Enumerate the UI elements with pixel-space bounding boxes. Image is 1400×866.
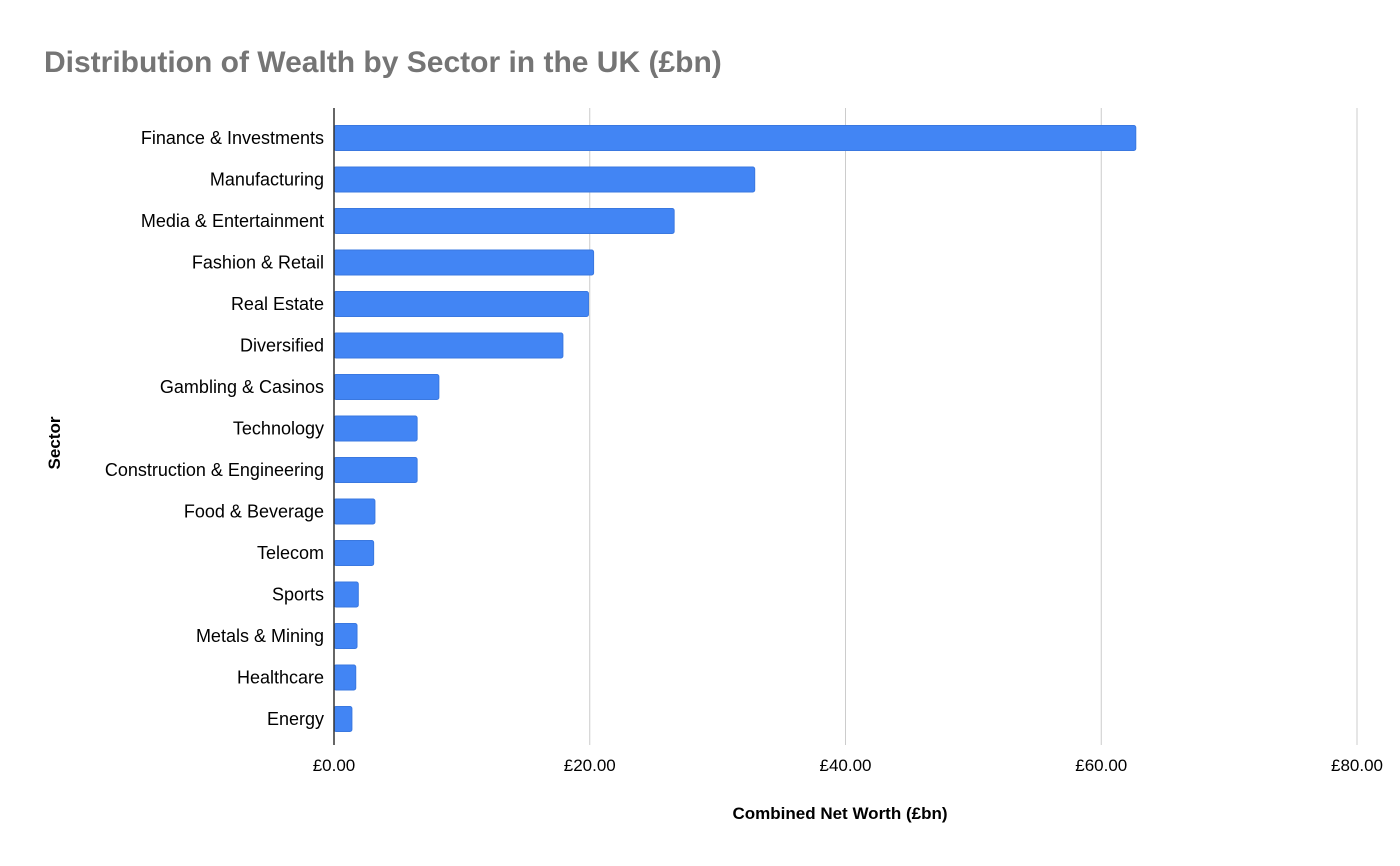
bar [333,208,675,234]
category-label: Telecom [257,543,324,563]
category-label: Finance & Investments [141,128,324,148]
chart-title: Distribution of Wealth by Sector in the … [44,46,722,79]
bar [333,581,359,608]
category-label: Diversified [240,336,324,356]
category-label: Technology [233,419,324,439]
x-tick-label: £80.00 [1331,756,1383,775]
gridlines [589,108,1358,745]
category-labels: Finance & Investments Manufacturing Media … [105,128,324,729]
category-label: Gambling & Casinos [160,377,324,397]
category-label: Manufacturing [210,170,324,190]
bar [333,664,357,691]
x-tick-label: £40.00 [820,756,872,775]
bar [333,291,589,317]
category-label: Metals & Mining [196,626,324,646]
category-label: Construction & Engineering [105,460,324,480]
bar [333,457,418,483]
category-label: Healthcare [237,668,324,688]
category-label: Real Estate [231,294,324,314]
bar [333,706,353,732]
bar [333,332,564,359]
bar [333,166,756,193]
x-tick-label: £20.00 [564,756,616,775]
bar [333,415,418,442]
category-label: Energy [267,709,324,729]
bars [333,125,1137,732]
bar [333,125,1137,151]
category-label: Media & Entertainment [141,211,324,231]
bar [333,540,375,566]
x-tick-label: £0.00 [313,756,356,775]
x-tick-labels: £0.00 £20.00 £40.00 £60.00 £80.00 [313,756,1383,775]
x-tick-label: £60.00 [1075,756,1127,775]
bar [333,374,440,400]
category-label: Fashion & Retail [192,253,324,273]
bar [333,623,358,649]
x-axis-title: Combined Net Worth (£bn) [733,804,948,823]
category-label: Food & Beverage [184,502,324,522]
bar [333,498,376,525]
bar [333,249,595,276]
y-axis-title: Sector [45,416,64,469]
category-label: Sports [272,585,324,605]
